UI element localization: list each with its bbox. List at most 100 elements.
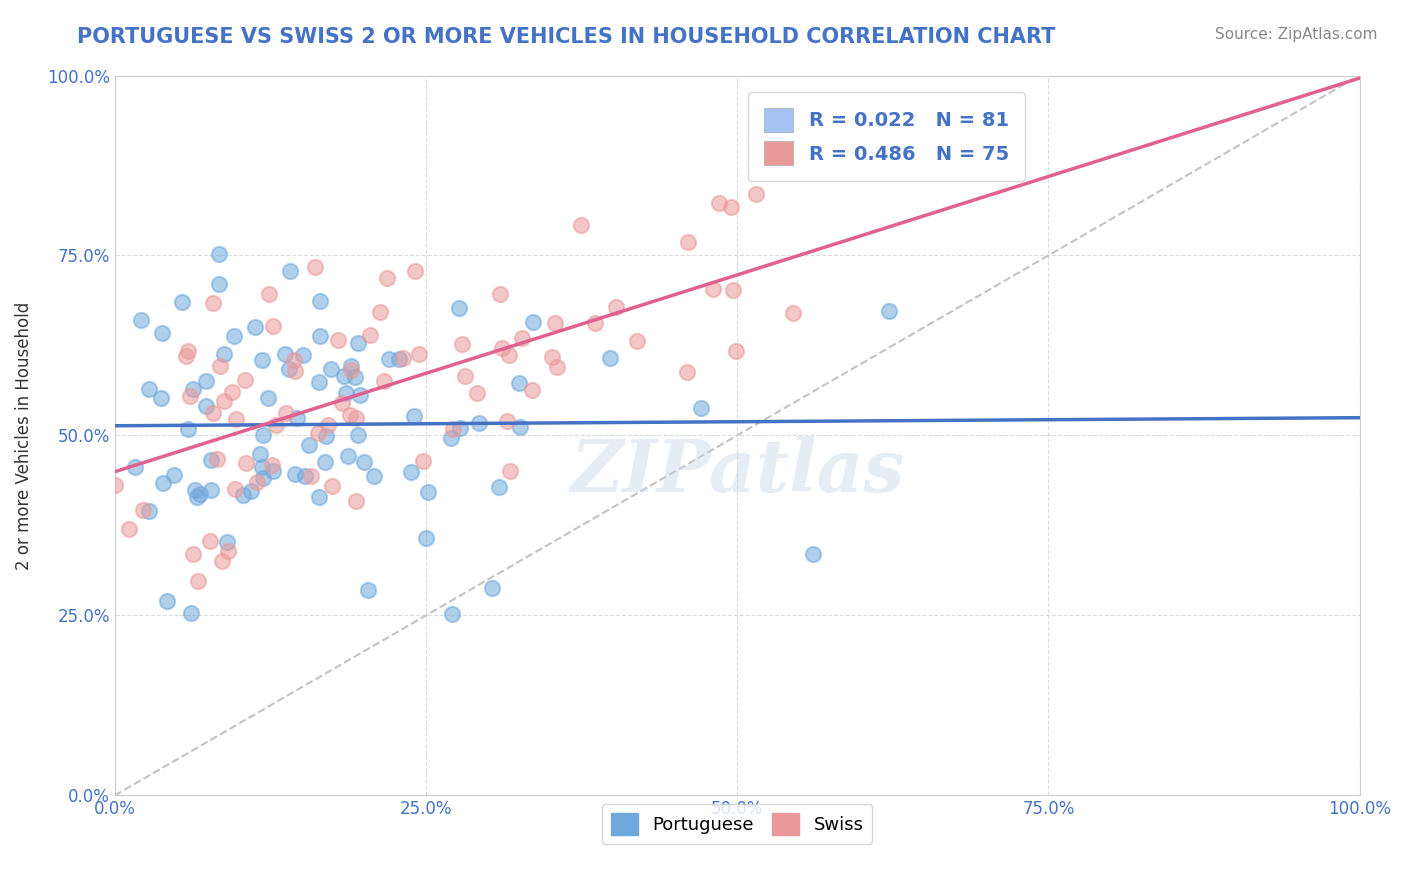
Point [163,467,186,482]
Point [439,431,461,445]
Point [725,344,748,359]
Point [233,373,256,387]
Point [335,385,357,400]
Point [194,374,217,388]
Point [488,480,510,494]
Point [264,417,287,432]
Point [415,531,437,545]
Point [465,386,488,401]
Point [447,301,470,316]
Point [224,329,246,343]
Point [212,394,235,409]
Point [200,453,222,467]
Point [150,326,173,341]
Point [344,411,367,425]
Point [299,468,322,483]
Text: PORTUGUESE VS SWISS 2 OR MORE VEHICLES IN HOUSEHOLD CORRELATION CHART: PORTUGUESE VS SWISS 2 OR MORE VEHICLES I… [77,27,1056,46]
Point [250,352,273,367]
Point [599,351,621,365]
Point [543,316,565,330]
Point [583,316,606,330]
Point [217,544,239,558]
Point [198,533,221,548]
Point [388,352,411,367]
Point [441,607,464,622]
Point [184,483,207,497]
Point [186,491,208,505]
Point [252,459,274,474]
Point [343,370,366,384]
Point [278,263,301,277]
Point [208,277,231,291]
Point [187,574,209,588]
Point [177,344,200,359]
Point [399,466,422,480]
Point [298,438,321,452]
Point [224,482,246,496]
Point [359,327,381,342]
Point [284,364,307,378]
Point [208,359,231,374]
Point [156,594,179,608]
Point [243,319,266,334]
Point [373,374,395,388]
Point [309,294,332,309]
Point [180,606,202,620]
Point [441,422,464,436]
Point [202,295,225,310]
Point [336,449,359,463]
Point [308,490,330,504]
Point [522,315,544,329]
Point [491,341,513,355]
Point [252,428,274,442]
Point [232,488,254,502]
Point [721,283,744,297]
Point [569,218,592,232]
Point [205,452,228,467]
Point [546,360,568,375]
Point [124,460,146,475]
Point [138,382,160,396]
Point [744,186,766,201]
Point [690,401,713,416]
Point [202,406,225,420]
Point [249,447,271,461]
Point [404,264,426,278]
Point [375,271,398,285]
Point [326,333,349,347]
Point [225,412,247,426]
Text: Source: ZipAtlas.com: Source: ZipAtlas.com [1215,27,1378,42]
Point [208,247,231,261]
Point [495,414,517,428]
Point [217,535,239,549]
Point [353,455,375,469]
Point [307,426,329,441]
Point [349,388,371,402]
Point [152,475,174,490]
Point [541,350,564,364]
Legend: Portuguese, Swiss: Portuguese, Swiss [602,804,873,844]
Point [257,391,280,405]
Point [488,287,510,301]
Point [174,349,197,363]
Point [292,348,315,362]
Point [510,331,533,345]
Point [304,260,326,274]
Point [402,409,425,424]
Point [605,300,627,314]
Point [315,429,337,443]
Point [378,351,401,366]
Point [357,582,380,597]
Point [339,408,361,422]
Point [508,376,530,390]
Point [252,471,274,485]
Point [498,348,520,362]
Point [181,383,204,397]
Point [339,362,361,376]
Point [346,336,368,351]
Point [176,422,198,436]
Point [283,352,305,367]
Point [416,485,439,500]
Point [262,319,284,334]
Point [132,503,155,517]
